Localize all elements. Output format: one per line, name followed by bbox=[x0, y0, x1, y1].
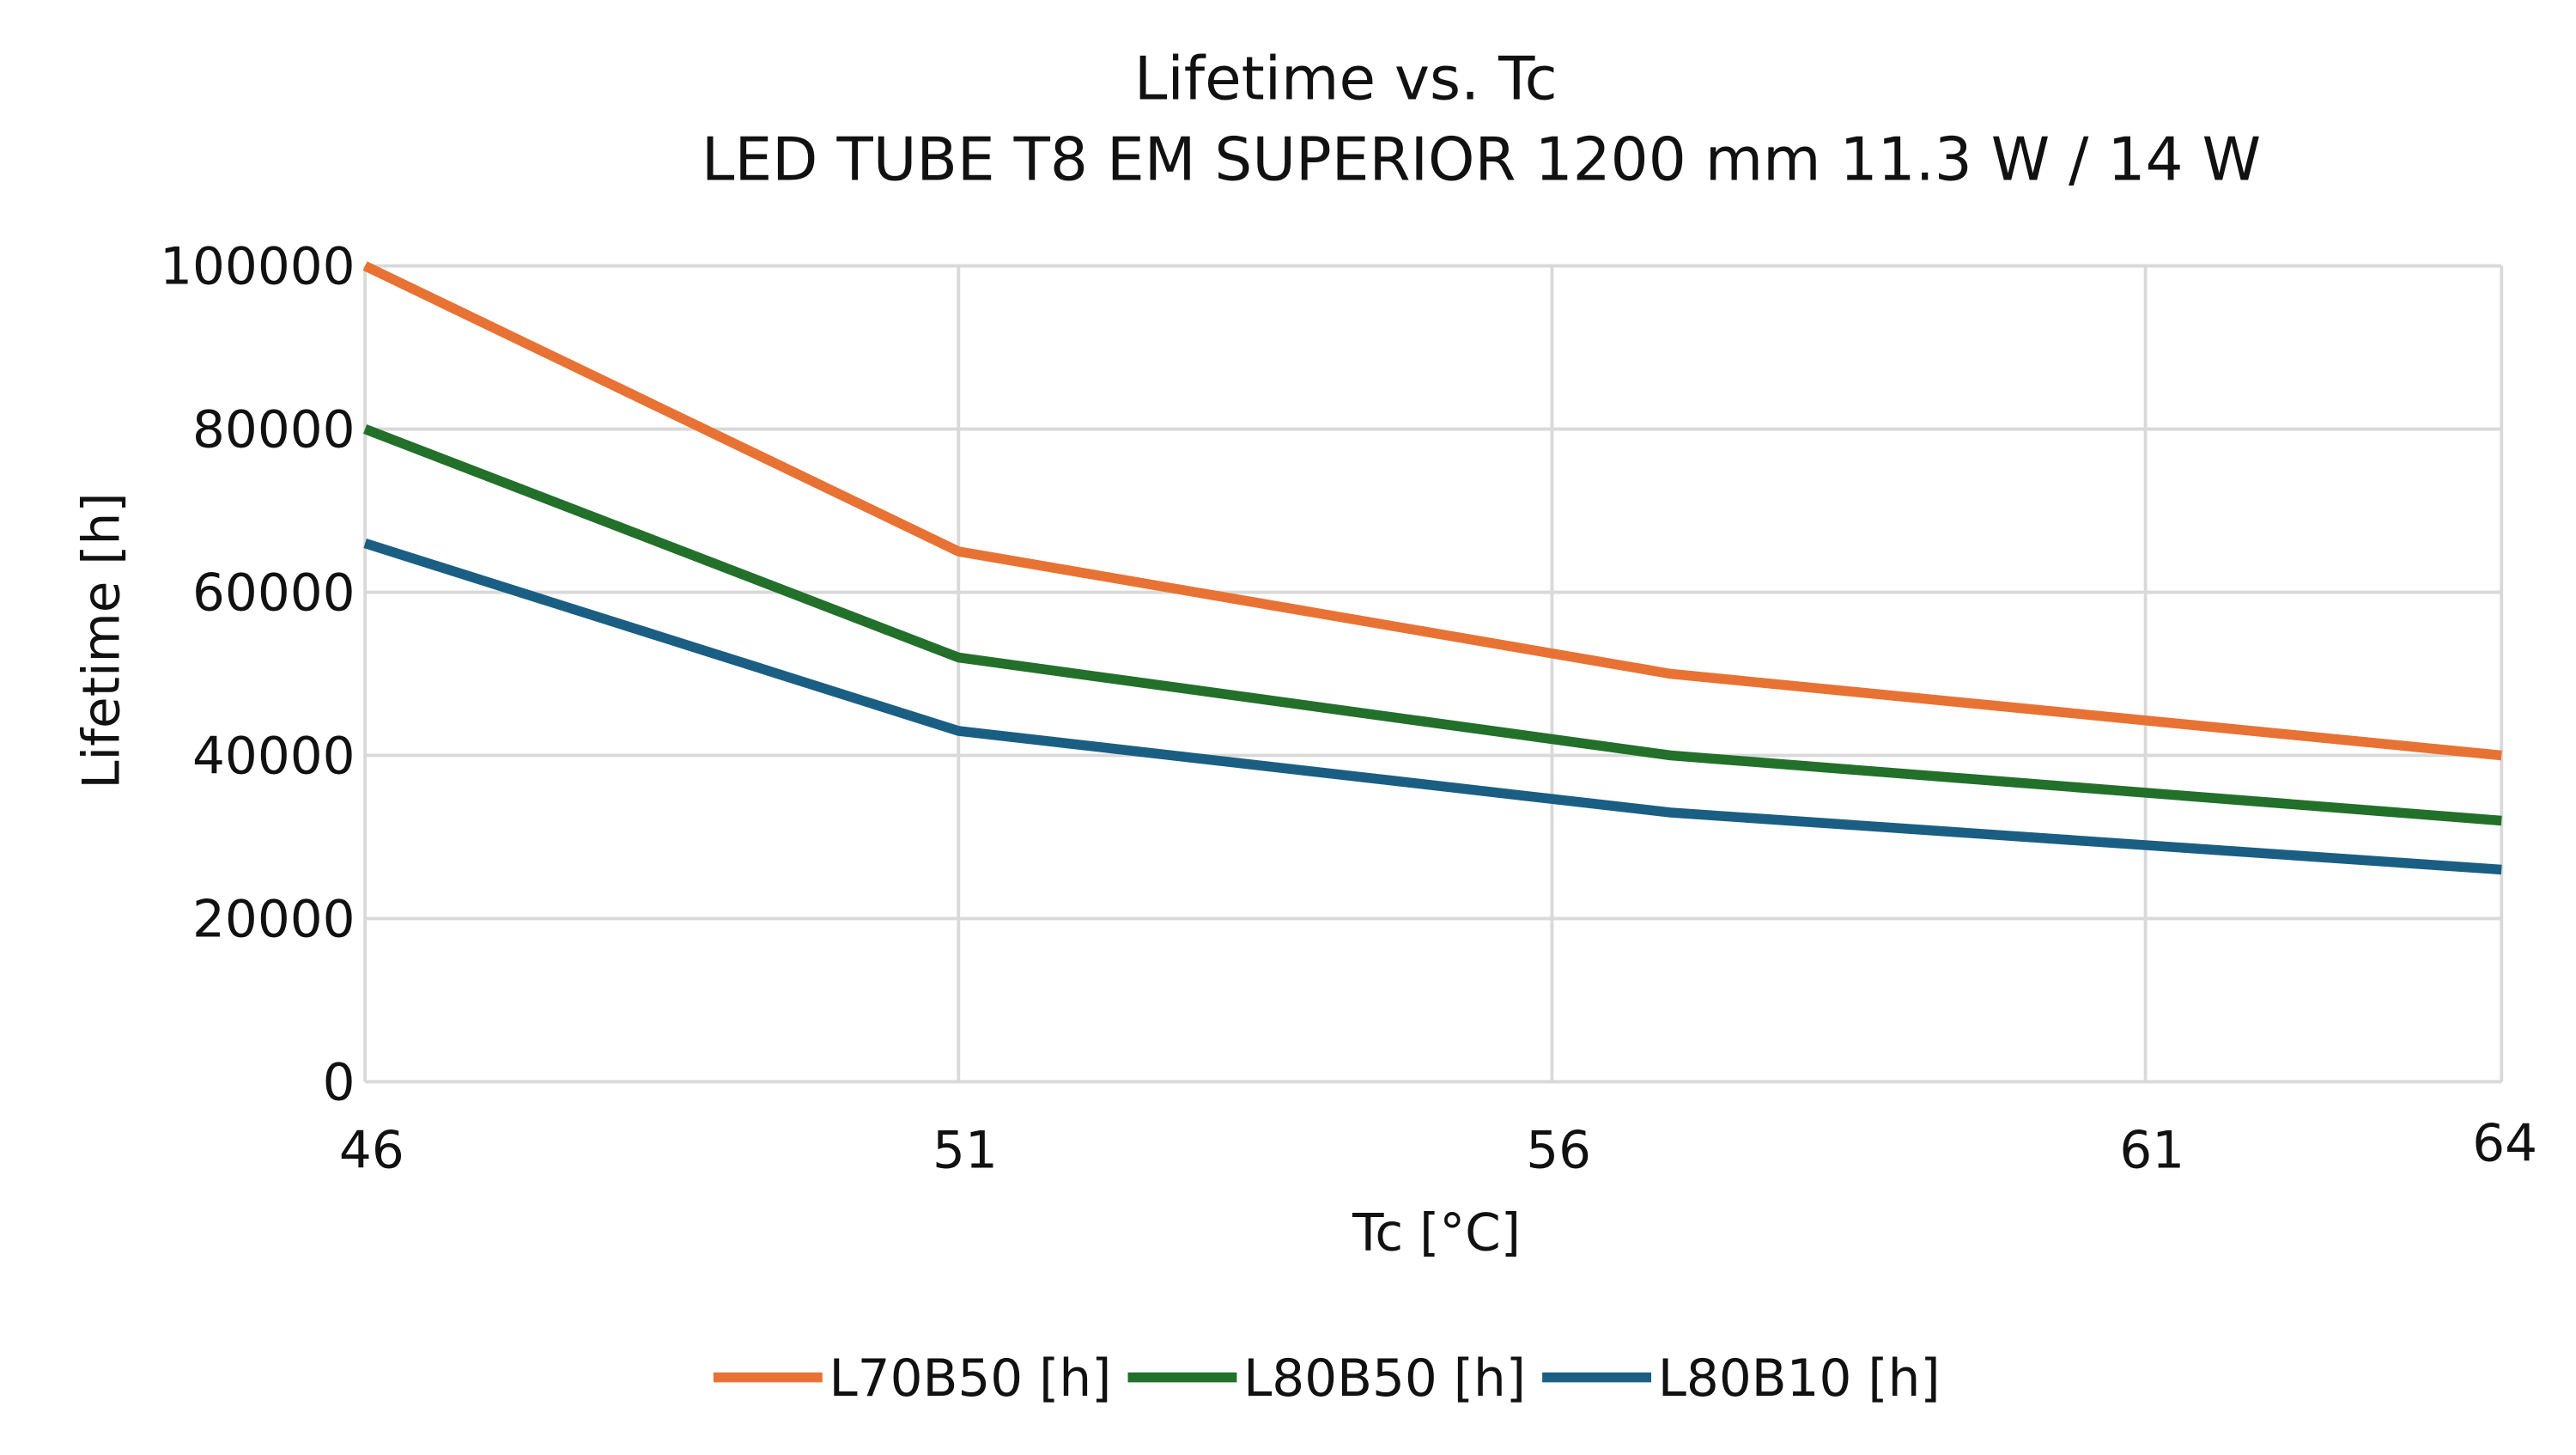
x-tick-label: 46 bbox=[339, 1121, 404, 1180]
legend-item: L80B10 [h] bbox=[1542, 1349, 1941, 1409]
grid bbox=[363, 264, 2504, 1084]
series-line-l70b50 bbox=[362, 261, 2502, 761]
x-tick-label: 64 bbox=[2472, 1115, 2537, 1174]
x-tick-labels: 46 51 56 61 64 bbox=[339, 1115, 2537, 1181]
y-axis-label: Lifetime [h] bbox=[73, 492, 132, 788]
x-tick-label: 56 bbox=[1526, 1121, 1591, 1180]
legend: L70B50 [h] L80B50 [h] L80B10 [h] bbox=[713, 1349, 1941, 1409]
legend-label: L80B10 [h] bbox=[1658, 1349, 1941, 1409]
series-line-l80b50 bbox=[363, 424, 2502, 826]
y-tick-label: 40000 bbox=[192, 728, 355, 787]
legend-label: L70B50 [h] bbox=[829, 1349, 1111, 1409]
x-tick-label: 61 bbox=[2119, 1121, 2184, 1180]
legend-item: L70B50 [h] bbox=[713, 1349, 1111, 1409]
legend-label: L80B50 [h] bbox=[1243, 1349, 1526, 1409]
y-tick-label: 60000 bbox=[192, 564, 355, 624]
legend-item: L80B50 [h] bbox=[1127, 1349, 1526, 1409]
y-tick-label: 80000 bbox=[192, 401, 355, 460]
chart-title: Lifetime vs. Tc bbox=[1134, 45, 1558, 113]
x-axis-label: Tc [°C] bbox=[1352, 1204, 1521, 1263]
y-tick-label: 0 bbox=[323, 1054, 355, 1113]
x-tick-label: 51 bbox=[933, 1121, 998, 1180]
y-tick-labels: 0 20000 40000 60000 80000 100000 bbox=[160, 238, 355, 1113]
series-lines bbox=[362, 261, 2502, 875]
chart-subtitle: LED TUBE T8 EM SUPERIOR 1200 mm 11.3 W /… bbox=[702, 126, 2261, 195]
series-line-l80b10 bbox=[363, 539, 2502, 875]
y-tick-label: 100000 bbox=[160, 238, 355, 297]
y-tick-label: 20000 bbox=[192, 891, 355, 950]
